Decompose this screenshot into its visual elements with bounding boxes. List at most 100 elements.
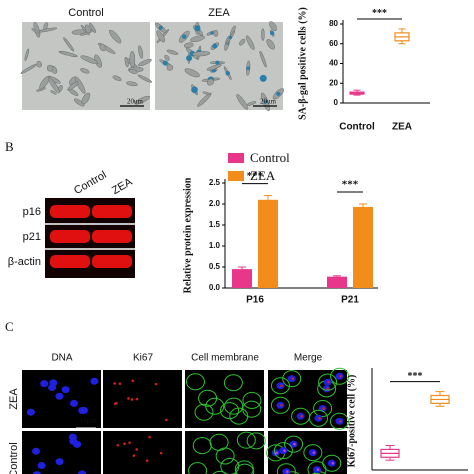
ki67 (113, 382, 117, 385)
cell (239, 38, 246, 46)
cell (31, 28, 41, 35)
stain (276, 91, 281, 96)
band (92, 255, 132, 268)
cell (166, 64, 174, 71)
ki67 (128, 441, 131, 444)
cell (24, 48, 30, 61)
cell (190, 35, 205, 43)
cell (164, 54, 170, 61)
cell (197, 92, 212, 107)
cell (192, 51, 211, 57)
cell (183, 42, 194, 49)
band (92, 230, 132, 243)
legend-label: ZEA (250, 168, 276, 183)
membrane (308, 409, 328, 427)
cell (137, 74, 152, 83)
membrane (284, 435, 304, 453)
fluor-bg (268, 370, 347, 428)
stain (158, 25, 163, 30)
nucleus (68, 433, 77, 441)
ki67 (135, 448, 138, 451)
ki67 (148, 435, 151, 439)
cell (206, 78, 215, 86)
cell (246, 101, 257, 106)
ki67 (316, 468, 320, 471)
blot-column-label: ZEA (110, 176, 135, 197)
cell (43, 22, 49, 30)
legend-swatch (228, 171, 244, 181)
ki67 (159, 451, 163, 455)
membrane (234, 460, 254, 474)
ki67 (318, 416, 321, 420)
fluor-bg (185, 370, 264, 428)
significance: *** (342, 179, 359, 191)
x-tick-label: P16 (246, 295, 264, 306)
bar (353, 206, 373, 288)
scale-bar-label: 10μm (80, 417, 97, 425)
cell (36, 60, 42, 68)
membrane (312, 473, 322, 474)
ki67 (127, 397, 130, 400)
cell (129, 51, 136, 68)
ki67 (339, 374, 342, 378)
image-label: Control (68, 7, 103, 19)
nucleus (90, 377, 99, 385)
membrane (220, 402, 240, 420)
scale-bar-label: 20um (260, 98, 277, 106)
membrane (330, 367, 350, 385)
ki67 (116, 443, 120, 447)
cell (166, 49, 179, 55)
legend-swatch (228, 153, 244, 163)
band (50, 205, 90, 218)
cell (213, 29, 219, 37)
y-axis-label: Ki67-positive cell (%) (346, 375, 357, 468)
nucleus (61, 386, 70, 394)
ki67 (135, 397, 139, 401)
column-header: Cell membrane (191, 353, 259, 364)
y-tick-label: 40 (329, 59, 338, 68)
cell (39, 75, 50, 90)
stain (246, 66, 250, 70)
cell (48, 77, 60, 94)
membrane (236, 431, 256, 449)
ki67 (280, 384, 283, 388)
ki67 (312, 451, 316, 454)
membrane (270, 377, 290, 395)
scale-bar-label: 20um (127, 98, 144, 106)
stain (191, 86, 198, 94)
stain (270, 30, 275, 36)
ki67 (331, 461, 335, 465)
ki67 (286, 470, 289, 474)
cell (184, 68, 200, 78)
fluor-bg (268, 431, 347, 474)
membrane (282, 370, 302, 388)
x-tick-label: P21 (341, 295, 359, 306)
bar (232, 269, 252, 288)
cell (269, 21, 277, 31)
ki67 (165, 418, 168, 422)
stain (210, 31, 214, 35)
x-tick-label: ZEA (392, 122, 412, 133)
cell (156, 30, 166, 43)
band (50, 255, 90, 268)
x-tick-label: Control (339, 122, 375, 133)
cell (138, 58, 152, 67)
nucleus (33, 471, 41, 474)
stain (228, 35, 233, 40)
membrane (307, 461, 327, 474)
blot-row-label: p16 (23, 206, 41, 218)
y-tick-label: 0 (334, 98, 339, 107)
ki67 (322, 407, 325, 410)
row-label: Control (8, 442, 20, 474)
cell (80, 55, 99, 65)
cell (58, 51, 78, 58)
image-label: ZEA (208, 7, 230, 19)
ki67 (131, 379, 135, 383)
band (92, 205, 132, 218)
band (50, 230, 90, 243)
nucleus (78, 470, 87, 474)
cell (74, 76, 86, 94)
membrane (246, 432, 266, 450)
stain (263, 100, 268, 104)
